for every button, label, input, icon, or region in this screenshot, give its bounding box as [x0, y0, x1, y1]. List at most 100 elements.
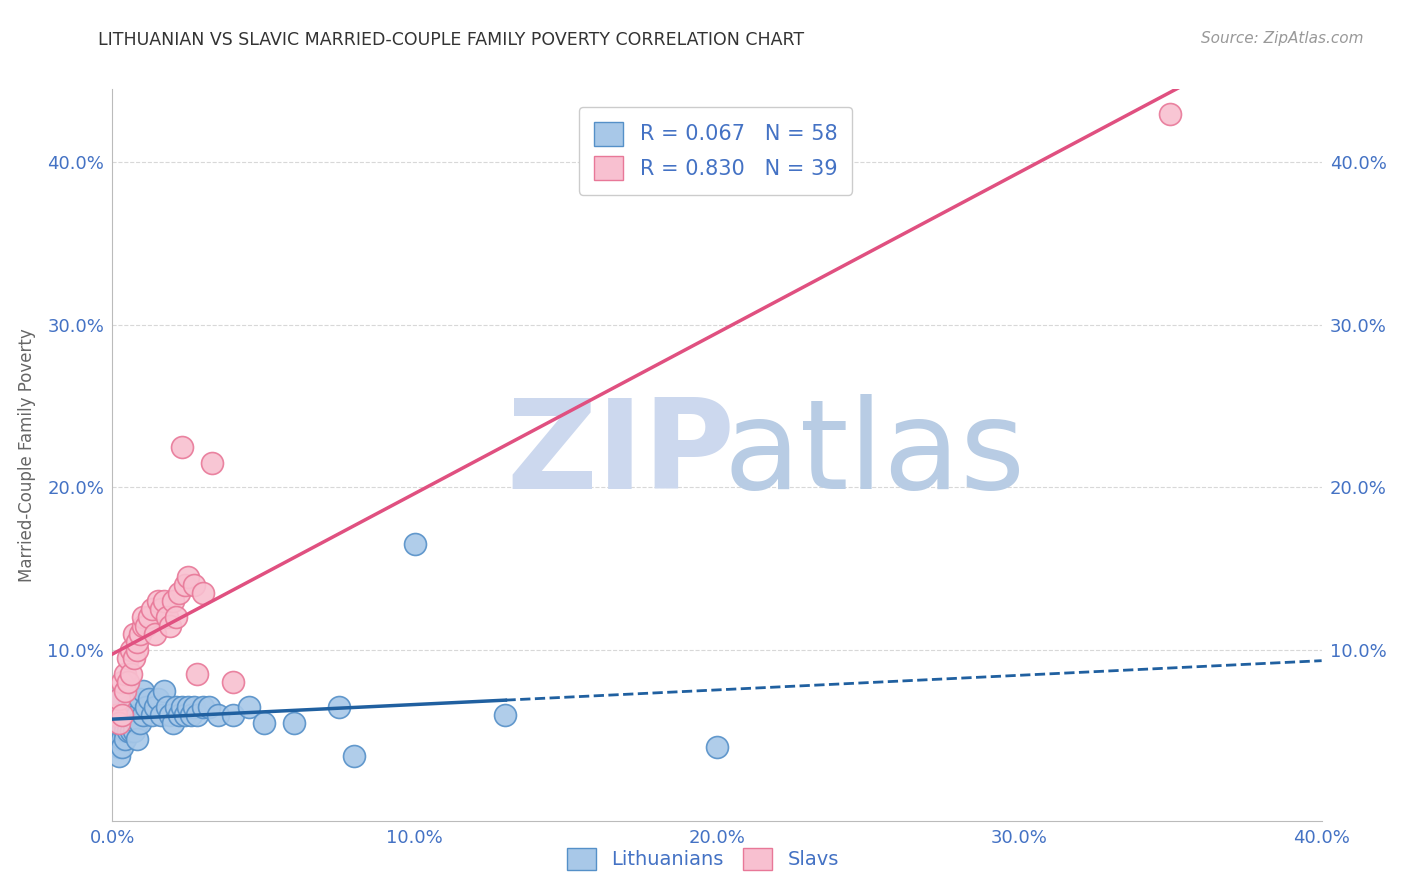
Point	[128, 716, 150, 731]
Point	[167, 586, 190, 600]
Point	[186, 667, 208, 681]
Point	[114, 724, 136, 739]
Point	[143, 626, 166, 640]
Point	[110, 708, 132, 723]
Point	[207, 708, 229, 723]
Point	[141, 708, 163, 723]
Point	[174, 708, 197, 723]
Point	[122, 699, 145, 714]
Point	[170, 440, 193, 454]
Point	[128, 691, 150, 706]
Point	[107, 740, 129, 755]
Point	[159, 618, 181, 632]
Point	[149, 602, 172, 616]
Point	[132, 618, 155, 632]
Legend: Lithuanians, Slavs: Lithuanians, Slavs	[560, 839, 846, 878]
Point	[165, 610, 187, 624]
Point	[125, 635, 148, 649]
Point	[120, 667, 142, 681]
Point	[180, 708, 202, 723]
Point	[191, 586, 214, 600]
Point	[117, 699, 139, 714]
Point	[110, 675, 132, 690]
Point	[404, 537, 426, 551]
Point	[114, 683, 136, 698]
Point	[110, 708, 132, 723]
Point	[125, 732, 148, 747]
Point	[156, 699, 179, 714]
Text: ZIP: ZIP	[506, 394, 735, 516]
Point	[146, 594, 169, 608]
Legend: R = 0.067   N = 58, R = 0.830   N = 39: R = 0.067 N = 58, R = 0.830 N = 39	[579, 107, 852, 194]
Point	[104, 716, 127, 731]
Point	[343, 748, 366, 763]
Point	[191, 699, 214, 714]
Point	[162, 716, 184, 731]
Text: LITHUANIAN VS SLAVIC MARRIED-COUPLE FAMILY POVERTY CORRELATION CHART: LITHUANIAN VS SLAVIC MARRIED-COUPLE FAMI…	[98, 31, 804, 49]
Y-axis label: Married-Couple Family Poverty: Married-Couple Family Poverty	[18, 328, 37, 582]
Point	[107, 708, 129, 723]
Point	[110, 724, 132, 739]
Point	[120, 643, 142, 657]
Point	[162, 594, 184, 608]
Point	[104, 732, 127, 747]
Point	[132, 708, 155, 723]
Point	[706, 740, 728, 755]
Point	[222, 675, 245, 690]
Point	[149, 708, 172, 723]
Point	[222, 708, 245, 723]
Point	[128, 626, 150, 640]
Point	[122, 724, 145, 739]
Point	[114, 667, 136, 681]
Point	[114, 716, 136, 731]
Point	[174, 578, 197, 592]
Point	[153, 683, 176, 698]
Point	[186, 708, 208, 723]
Point	[165, 699, 187, 714]
Point	[117, 675, 139, 690]
Point	[122, 626, 145, 640]
Text: atlas: atlas	[723, 394, 1025, 516]
Point	[132, 610, 155, 624]
Point	[138, 610, 160, 624]
Point	[328, 699, 350, 714]
Point	[253, 716, 276, 731]
Point	[1159, 106, 1181, 120]
Point	[125, 708, 148, 723]
Point	[110, 740, 132, 755]
Point	[167, 708, 190, 723]
Point	[110, 732, 132, 747]
Point	[198, 699, 221, 714]
Point	[177, 699, 200, 714]
Point	[143, 699, 166, 714]
Point	[238, 699, 260, 714]
Point	[104, 708, 127, 723]
Point	[495, 708, 517, 723]
Point	[107, 691, 129, 706]
Text: Source: ZipAtlas.com: Source: ZipAtlas.com	[1201, 31, 1364, 46]
Point	[177, 570, 200, 584]
Point	[117, 651, 139, 665]
Point	[117, 716, 139, 731]
Point	[120, 724, 142, 739]
Point	[107, 748, 129, 763]
Point	[120, 708, 142, 723]
Point	[170, 699, 193, 714]
Point	[125, 643, 148, 657]
Point	[201, 456, 224, 470]
Point	[146, 691, 169, 706]
Point	[141, 602, 163, 616]
Point	[107, 716, 129, 731]
Point	[135, 699, 157, 714]
Point	[138, 691, 160, 706]
Point	[132, 683, 155, 698]
Point	[156, 610, 179, 624]
Point	[117, 724, 139, 739]
Point	[183, 578, 205, 592]
Point	[107, 691, 129, 706]
Point	[125, 716, 148, 731]
Point	[122, 716, 145, 731]
Point	[122, 651, 145, 665]
Point	[283, 716, 305, 731]
Point	[153, 594, 176, 608]
